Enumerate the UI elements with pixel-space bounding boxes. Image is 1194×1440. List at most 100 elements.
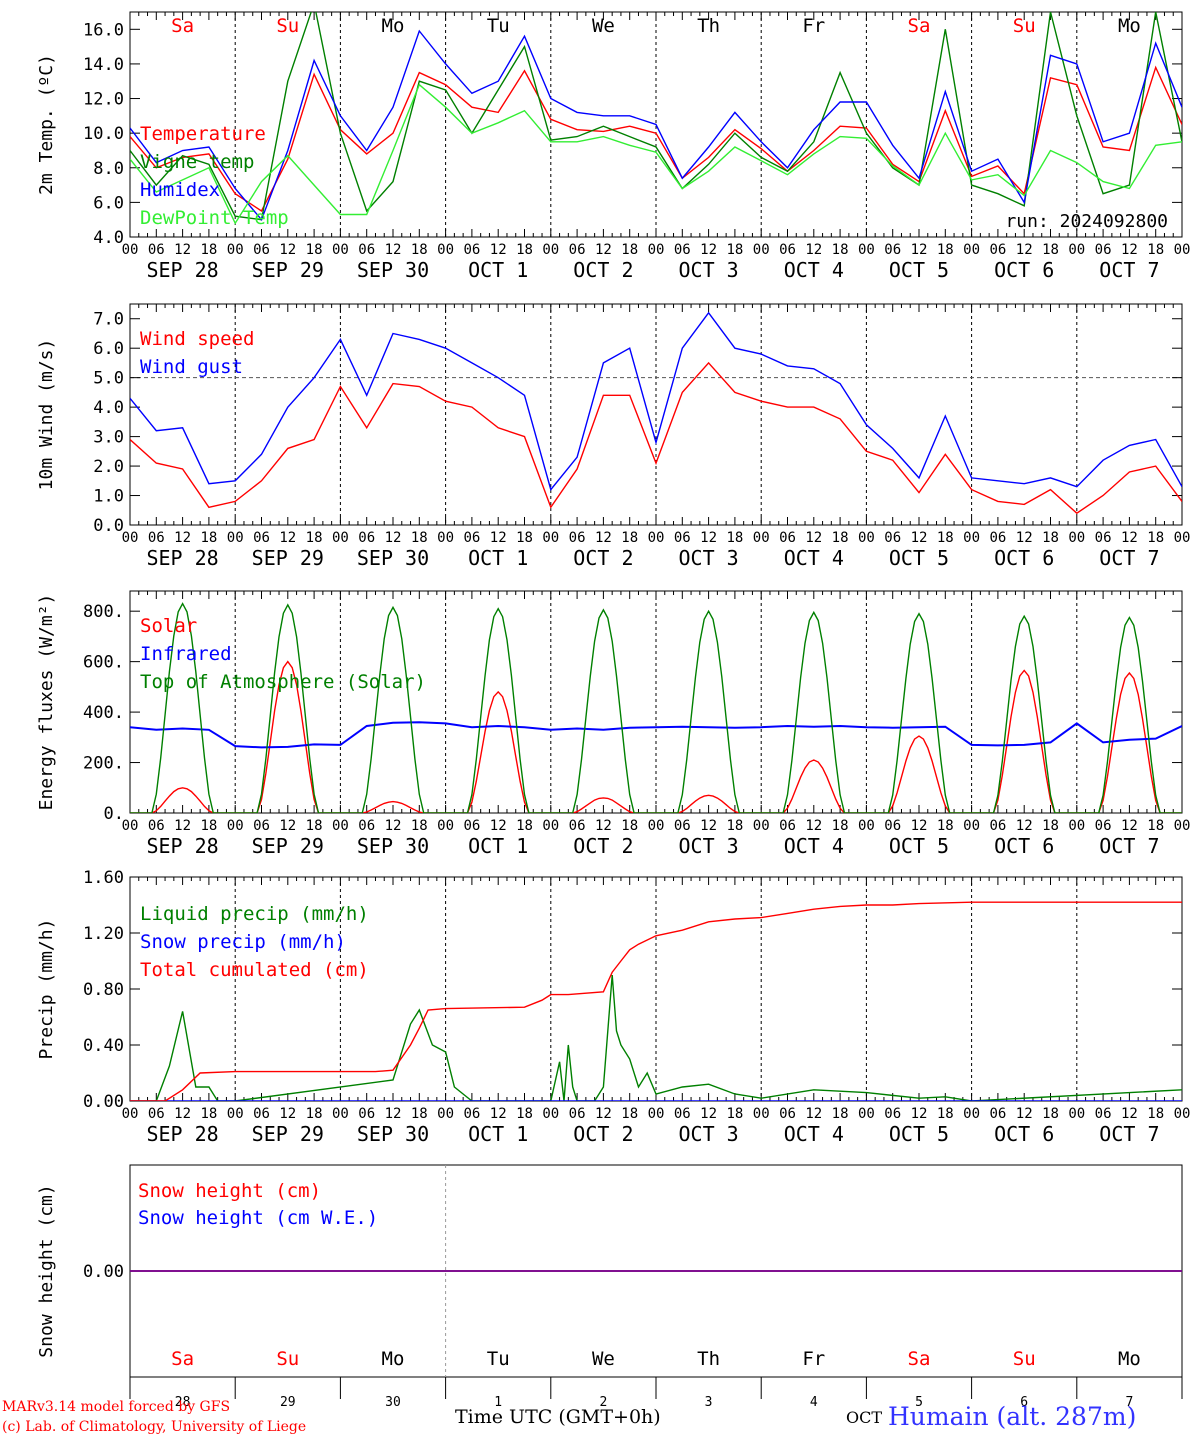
day-number-label: 2 xyxy=(599,1395,607,1410)
hour-label: 00 xyxy=(227,242,244,258)
hour-label: 18 xyxy=(516,530,533,546)
weekday-label: Su xyxy=(1013,1348,1036,1370)
hour-label: 12 xyxy=(805,242,822,258)
weekday-label: Sa xyxy=(908,15,931,37)
hour-label: 06 xyxy=(674,242,691,258)
hour-label: 12 xyxy=(700,530,717,546)
hour-label: 18 xyxy=(621,242,638,258)
hour-label: 06 xyxy=(779,1106,796,1122)
date-label: OCT 7 xyxy=(1099,546,1159,570)
hour-label: 12 xyxy=(174,530,191,546)
hour-label: 00 xyxy=(648,1106,665,1122)
date-label: OCT 3 xyxy=(678,546,738,570)
date-label: SEP 29 xyxy=(252,258,324,282)
hour-label: 00 xyxy=(437,818,454,834)
y-tick-label: 6.0 xyxy=(93,339,124,359)
panel-5: 0.00 28 29 30 1 2 3 4 5 6 7 Sa Su Mo Tu We Th Fr Sa Su Mo Sno… xyxy=(36,1164,1183,1410)
hour-label: 06 xyxy=(358,242,375,258)
hour-label: 12 xyxy=(1016,818,1033,834)
weekday-label: Th xyxy=(697,1348,720,1370)
legend-infrared: Infrared xyxy=(140,643,232,665)
hour-label: 06 xyxy=(148,818,165,834)
weekday-label: Fr xyxy=(802,1348,825,1370)
weekday-label: Sa xyxy=(171,15,194,37)
hour-label: 00 xyxy=(858,818,875,834)
date-label: OCT 6 xyxy=(994,258,1054,282)
hour-label: 06 xyxy=(358,818,375,834)
hour-label: 18 xyxy=(200,818,217,834)
day-number-label: 5 xyxy=(915,1395,923,1410)
hour-label: 06 xyxy=(569,1106,586,1122)
y-axis-title: 2m Temp. (ºC) xyxy=(36,54,57,195)
hour-label: 06 xyxy=(779,242,796,258)
series-line-humidex xyxy=(130,29,1182,222)
hour-label: 18 xyxy=(306,530,323,546)
weekday-label: Mo xyxy=(382,1348,405,1370)
hour-label: 06 xyxy=(989,530,1006,546)
hour-label: 00 xyxy=(1068,818,1085,834)
hour-label: 18 xyxy=(1042,242,1059,258)
series-line-top-of-atmosphere-solar- xyxy=(130,602,1182,813)
x-axis-title: Time UTC (GMT+0h) xyxy=(455,1406,661,1428)
hour-label: 12 xyxy=(911,530,928,546)
legend-wind-speed: Wind speed xyxy=(140,328,254,350)
hour-label: 06 xyxy=(253,242,270,258)
hour-label: 12 xyxy=(385,1106,402,1122)
hour-label: 00 xyxy=(332,818,349,834)
hour-label: 12 xyxy=(385,530,402,546)
hour-label: 06 xyxy=(1095,1106,1112,1122)
y-tick-label: 2.0 xyxy=(93,457,124,477)
hour-label: 18 xyxy=(516,242,533,258)
y-tick-label: 10.0 xyxy=(83,124,124,144)
legend-snow-height-cm-w-e-: Snow height (cm W.E.) xyxy=(138,1207,378,1229)
date-label: OCT 2 xyxy=(573,258,633,282)
hour-label: 18 xyxy=(1042,1106,1059,1122)
date-label: OCT 6 xyxy=(994,1122,1054,1146)
hour-label: 00 xyxy=(963,818,980,834)
hour-label: 00 xyxy=(437,1106,454,1122)
series-group xyxy=(130,12,1182,225)
date-label: OCT 2 xyxy=(573,1122,633,1146)
hour-label: 06 xyxy=(148,530,165,546)
date-label: SEP 30 xyxy=(357,258,429,282)
hour-label: 06 xyxy=(884,242,901,258)
day-number-label: 6 xyxy=(1020,1395,1028,1410)
y-tick-label: 3.0 xyxy=(93,428,124,448)
y-axis-title: Snow height (cm) xyxy=(36,1184,57,1357)
date-label: SEP 29 xyxy=(252,1122,324,1146)
legend-wind-gust: Wind gust xyxy=(140,356,243,378)
hour-label: 12 xyxy=(1016,1106,1033,1122)
series-line-wind-gust xyxy=(130,311,1182,492)
hour-label: 12 xyxy=(805,1106,822,1122)
y-tick-label: 4.0 xyxy=(93,228,124,248)
hour-label: 12 xyxy=(911,818,928,834)
date-label: SEP 28 xyxy=(146,834,218,858)
date-label: OCT 4 xyxy=(784,834,844,858)
date-label: OCT 4 xyxy=(784,546,844,570)
hour-label: 12 xyxy=(911,1106,928,1122)
hour-label: 18 xyxy=(306,1106,323,1122)
hour-label: 18 xyxy=(200,530,217,546)
date-label: OCT 3 xyxy=(678,258,738,282)
hour-label: 06 xyxy=(674,1106,691,1122)
date-label: OCT 5 xyxy=(889,834,949,858)
hour-label: 18 xyxy=(726,1106,743,1122)
hour-label: 18 xyxy=(1042,530,1059,546)
weekday-label: Th xyxy=(697,15,720,37)
hour-label: 00 xyxy=(437,530,454,546)
hour-label: 00 xyxy=(332,242,349,258)
hour-label: 00 xyxy=(227,1106,244,1122)
hour-label: 06 xyxy=(779,530,796,546)
hour-label: 12 xyxy=(385,242,402,258)
hour-label: 00 xyxy=(1174,242,1191,258)
hour-label: 00 xyxy=(542,530,559,546)
hour-label: 00 xyxy=(122,1106,139,1122)
y-tick-label: 1.60 xyxy=(83,868,124,888)
legend-humidex: Humidex xyxy=(140,179,220,201)
series-line-vigne-temp xyxy=(130,12,1182,221)
weekday-label: Sa xyxy=(171,1348,194,1370)
date-label: OCT 4 xyxy=(784,1122,844,1146)
hour-label: 06 xyxy=(884,530,901,546)
series-line-wind-speed xyxy=(130,361,1182,515)
date-label: OCT 3 xyxy=(678,834,738,858)
